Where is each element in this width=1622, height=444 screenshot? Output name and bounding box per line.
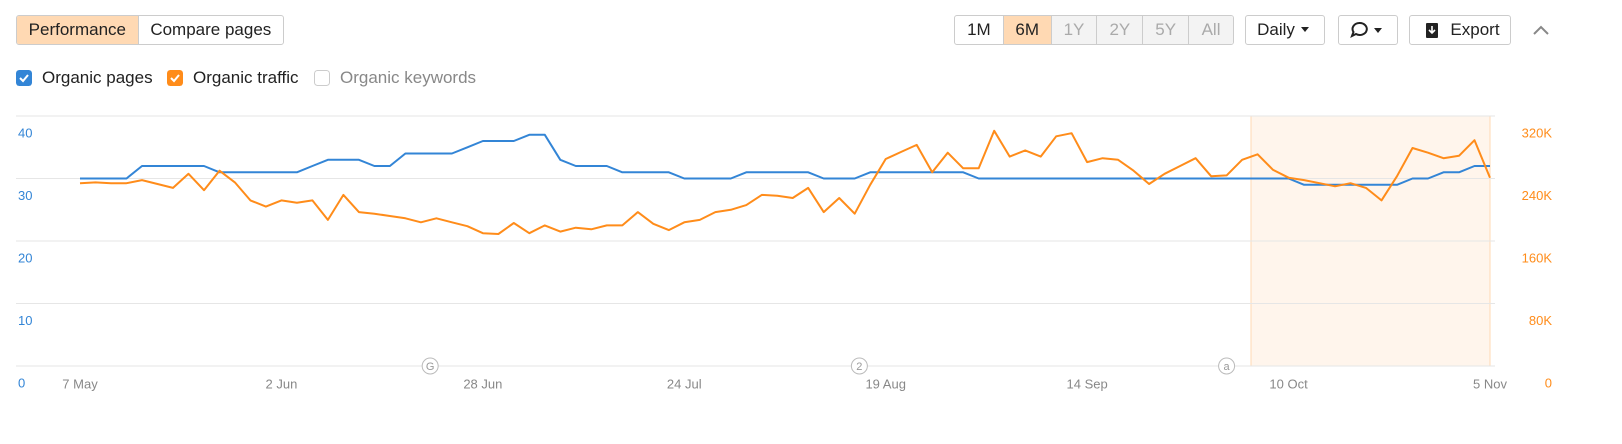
x-tick-label: 28 Jun (463, 376, 502, 391)
export-label: Export (1450, 20, 1500, 39)
annotation-label: G (426, 361, 435, 373)
x-tick-label: 14 Sep (1067, 376, 1108, 391)
export-icon (1426, 23, 1439, 38)
interval-dropdown[interactable]: Daily (1245, 15, 1325, 45)
range-button: All (1189, 16, 1233, 44)
legend-item[interactable]: Organic pages (16, 68, 153, 88)
annotation-marker (421, 357, 439, 375)
y-tick-label: 20 (18, 250, 32, 265)
legend-label: Organic pages (42, 68, 153, 87)
y2-tick-label: 240K (1522, 188, 1553, 203)
comment-icon (1350, 21, 1382, 39)
y-tick-label: 10 (18, 313, 32, 328)
tab[interactable]: Performance (17, 16, 139, 44)
collapse-chevron[interactable] (1530, 22, 1552, 38)
range-button: 1Y (1051, 16, 1098, 44)
series-line (80, 133, 1490, 186)
annotation-dropdown[interactable] (1338, 15, 1398, 45)
y2-tick-label: 320K (1522, 125, 1553, 140)
legend-label: Organic traffic (193, 68, 299, 87)
range-button: 5Y (1143, 16, 1190, 44)
y2-tick-label: 160K (1522, 250, 1553, 265)
range-group: 1M 6M 1Y 2Y 5Y All (954, 15, 1234, 45)
legend-item[interactable]: Organic keywords (314, 68, 476, 88)
checkbox (314, 70, 330, 86)
chart: 0 10 20 30 40 0 80K 160K 240K 320K 7 May 2 Jun 28 Ju… (16, 115, 1553, 391)
tab-group: Performance Compare pages (16, 15, 284, 45)
caret (1300, 27, 1309, 32)
x-tick-label: 19 Aug (865, 376, 906, 391)
x-tick-label: 2 Jun (266, 376, 298, 391)
export-button[interactable]: Export (1409, 15, 1511, 45)
annotation-marker (1218, 357, 1236, 375)
x-tick-label: 7 May (62, 376, 98, 391)
series-line (79, 129, 1491, 235)
y2-tick-label: 0 (1545, 375, 1552, 390)
interval-label: Daily (1257, 20, 1295, 39)
x-tick-label: 5 Nov (1473, 376, 1507, 391)
annotation-label: 2 (856, 361, 862, 373)
checkbox (16, 70, 32, 86)
annotation-marker (850, 357, 868, 375)
range-button: 2Y (1097, 16, 1144, 44)
checkbox (167, 70, 183, 86)
range-button[interactable]: 6M (1003, 16, 1052, 44)
y-tick-label: 30 (18, 188, 32, 203)
annotation-label: a (1224, 361, 1231, 373)
x-tick-label: 10 Oct (1269, 376, 1308, 391)
tab[interactable]: Compare pages (150, 20, 272, 39)
legend-item[interactable]: Organic traffic (167, 68, 299, 88)
y2-tick-label: 80K (1529, 313, 1552, 328)
y-tick-label: 0 (18, 375, 25, 390)
range-button[interactable]: 1M (955, 16, 1004, 44)
y-tick-label: 40 (18, 125, 32, 140)
x-tick-label: 24 Jul (667, 376, 702, 391)
legend-label: Organic keywords (340, 68, 477, 87)
